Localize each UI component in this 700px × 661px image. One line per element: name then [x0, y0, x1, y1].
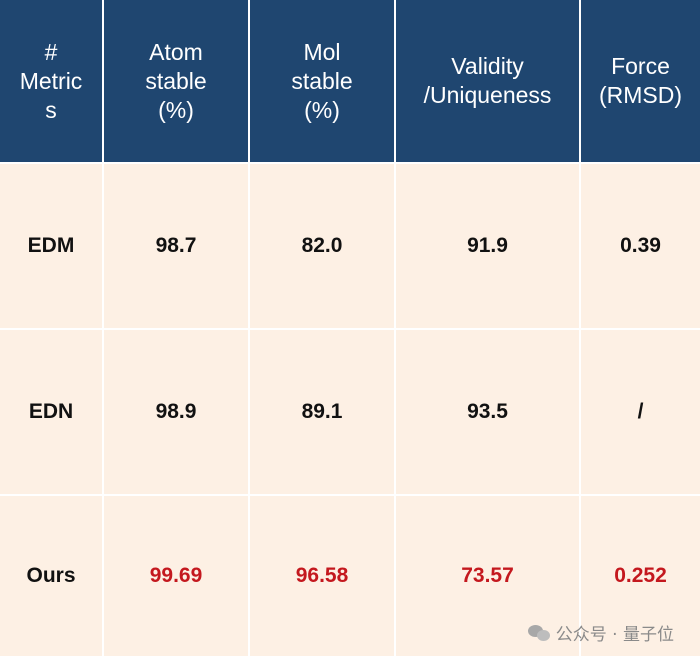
header-line: (%): [304, 96, 340, 123]
table-row-edm: EDM 98.7 82.0 91.9 0.39: [0, 163, 700, 330]
row-label: Ours: [0, 495, 104, 658]
header-line: /Uniqueness: [423, 82, 552, 108]
highlighted-cell: 99.69: [103, 495, 250, 658]
header-atom-stable: Atom stable (%): [103, 0, 250, 164]
header-line: stable: [291, 67, 353, 94]
header-line: Validity: [451, 53, 524, 79]
table-row-ours: Ours 99.69 96.58 73.57 0.252: [0, 495, 700, 658]
table-cell: 98.9: [103, 329, 250, 496]
table-row-edn: EDN 98.9 89.1 93.5 /: [0, 329, 700, 496]
watermark-text: 公众号 · 量子位: [555, 625, 674, 645]
header-line: stable: [145, 67, 207, 94]
highlighted-cell: 96.58: [249, 495, 396, 658]
table-cell: /: [580, 329, 700, 496]
header-force-rmsd: Force (RMSD): [580, 0, 700, 164]
header-line: Mol: [303, 38, 341, 65]
table-cell: 98.7: [103, 163, 250, 330]
table-cell: 82.0: [249, 163, 396, 330]
header-line: (RMSD): [598, 82, 683, 108]
header-line: Force: [611, 53, 670, 79]
table-cell: 0.39: [580, 163, 700, 330]
header-validity-uniqueness: Validity /Uniqueness: [395, 0, 581, 164]
header-row: # Metric s Atom stable (%) Mol stable (%…: [0, 0, 700, 164]
header-mol-stable: Mol stable (%): [249, 0, 396, 164]
highlighted-cell: 0.252: [580, 495, 700, 658]
header-line: (%): [158, 96, 194, 123]
row-label: EDM: [0, 163, 104, 330]
table-cell: 89.1: [249, 329, 396, 496]
table-cell: 91.9: [395, 163, 581, 330]
header-line: #: [44, 38, 58, 65]
header-line: Atom: [149, 38, 203, 65]
header-line: Metric: [19, 67, 83, 94]
header-line: s: [45, 96, 57, 123]
table-cell: 93.5: [395, 329, 581, 496]
highlighted-cell: 73.57: [395, 495, 581, 658]
row-label: EDN: [0, 329, 104, 496]
header-metrics: # Metric s: [0, 0, 104, 164]
wechat-icon: [527, 624, 550, 642]
watermark: 公众号 · 量子位: [527, 620, 674, 645]
